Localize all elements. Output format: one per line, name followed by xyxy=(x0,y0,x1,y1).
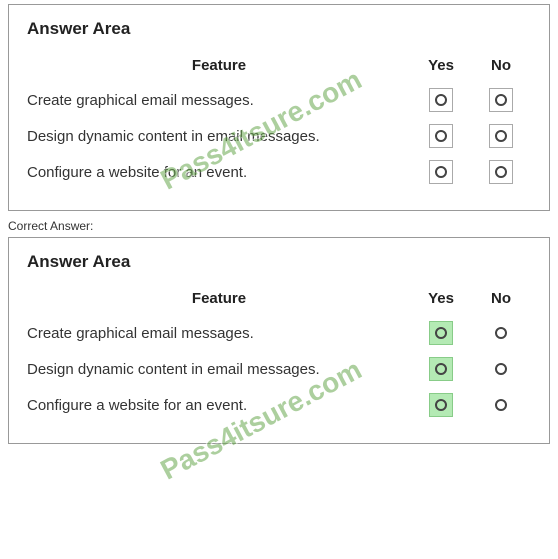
header-feature: Feature xyxy=(27,57,411,74)
feature-label: Create graphical email messages. xyxy=(27,325,411,342)
radio-yes-0[interactable] xyxy=(429,88,453,112)
radio-cell-no xyxy=(471,357,531,381)
radio-circle-icon xyxy=(435,363,447,375)
radio-cell-yes xyxy=(411,160,471,184)
feature-label: Configure a website for an event. xyxy=(27,164,411,181)
header-row: Feature Yes No xyxy=(27,57,531,74)
radio-cell-yes xyxy=(411,124,471,148)
correct-answer-label: Correct Answer: xyxy=(8,219,550,233)
radio-cell-no xyxy=(471,393,531,417)
radio-yes-0-selected[interactable] xyxy=(429,321,453,345)
radio-no-1[interactable] xyxy=(489,124,513,148)
radio-yes-1-selected[interactable] xyxy=(429,357,453,381)
answer-area-panel-question: Answer Area Feature Yes No Create graphi… xyxy=(8,4,550,211)
radio-yes-1[interactable] xyxy=(429,124,453,148)
panel-title: Answer Area xyxy=(27,19,531,39)
radio-no-0[interactable] xyxy=(489,88,513,112)
feature-label: Configure a website for an event. xyxy=(27,397,411,414)
feature-row: Design dynamic content in email messages… xyxy=(27,357,531,381)
header-yes: Yes xyxy=(411,290,471,307)
feature-row: Configure a website for an event. xyxy=(27,160,531,184)
radio-circle-icon xyxy=(435,166,447,178)
radio-circle-icon xyxy=(435,327,447,339)
feature-row: Configure a website for an event. xyxy=(27,393,531,417)
answer-area-panel-answer: Answer Area Feature Yes No Create graphi… xyxy=(8,237,550,444)
radio-cell-no xyxy=(471,124,531,148)
radio-cell-no xyxy=(471,160,531,184)
header-feature: Feature xyxy=(27,290,411,307)
header-yes: Yes xyxy=(411,57,471,74)
radio-circle-icon xyxy=(495,363,507,375)
feature-label: Design dynamic content in email messages… xyxy=(27,128,411,145)
radio-cell-yes xyxy=(411,357,471,381)
feature-label: Design dynamic content in email messages… xyxy=(27,361,411,378)
radio-circle-icon xyxy=(495,94,507,106)
feature-label: Create graphical email messages. xyxy=(27,92,411,109)
header-no: No xyxy=(471,290,531,307)
radio-circle-icon xyxy=(495,166,507,178)
radio-circle-icon xyxy=(495,327,507,339)
radio-circle-icon xyxy=(435,399,447,411)
radio-cell-no xyxy=(471,321,531,345)
radio-yes-2[interactable] xyxy=(429,160,453,184)
radio-no-1[interactable] xyxy=(489,357,513,381)
header-row: Feature Yes No xyxy=(27,290,531,307)
radio-cell-yes xyxy=(411,393,471,417)
radio-circle-icon xyxy=(495,130,507,142)
feature-row: Design dynamic content in email messages… xyxy=(27,124,531,148)
radio-yes-2-selected[interactable] xyxy=(429,393,453,417)
radio-no-0[interactable] xyxy=(489,321,513,345)
header-no: No xyxy=(471,57,531,74)
radio-circle-icon xyxy=(435,130,447,142)
radio-cell-yes xyxy=(411,88,471,112)
feature-row: Create graphical email messages. xyxy=(27,321,531,345)
radio-cell-no xyxy=(471,88,531,112)
radio-no-2[interactable] xyxy=(489,393,513,417)
radio-no-2[interactable] xyxy=(489,160,513,184)
feature-row: Create graphical email messages. xyxy=(27,88,531,112)
radio-circle-icon xyxy=(495,399,507,411)
radio-cell-yes xyxy=(411,321,471,345)
panel-title: Answer Area xyxy=(27,252,531,272)
radio-circle-icon xyxy=(435,94,447,106)
